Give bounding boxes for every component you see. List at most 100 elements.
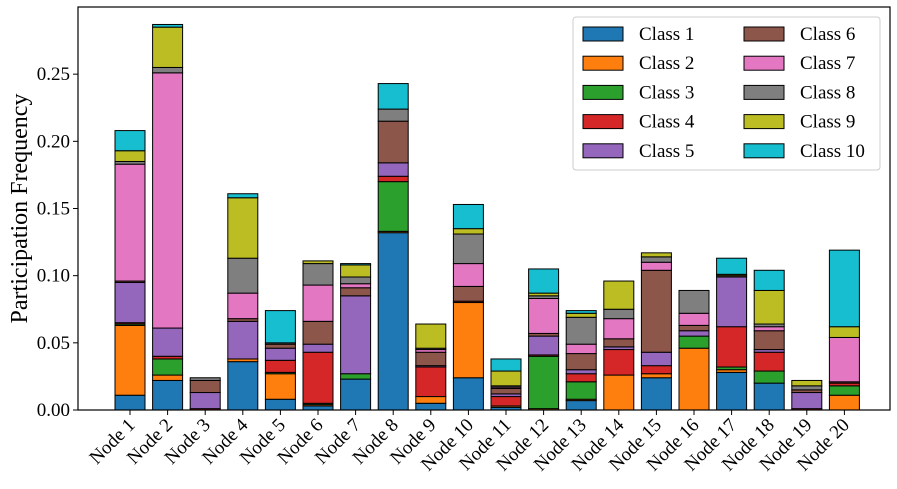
legend-label: Class 1 <box>639 24 694 45</box>
bar-segment <box>716 371 748 411</box>
bar-stack <box>828 249 860 411</box>
legend-label: Class 2 <box>639 53 694 74</box>
bar-segment <box>415 396 447 404</box>
bar-segment <box>753 269 785 291</box>
legend-label: Class 5 <box>639 141 694 162</box>
bar-segment <box>377 175 409 183</box>
legend-item: Class 4 <box>582 112 695 133</box>
bar-segment <box>377 108 409 122</box>
legend-label: Class 10 <box>800 141 865 162</box>
bar-segment <box>452 285 484 302</box>
y-axis-title: Participation Frequency <box>7 94 33 324</box>
bar-segment <box>189 379 221 394</box>
y-tick-label: 0.25 <box>37 64 70 85</box>
bar-segment <box>152 327 184 357</box>
bar-segment <box>640 256 672 263</box>
legend-label: Class 8 <box>800 82 855 103</box>
bar-segment <box>114 281 146 324</box>
legend-item: Class 7 <box>743 53 855 74</box>
bar-segment <box>415 366 447 398</box>
bar-segment <box>377 120 409 164</box>
bar-segment <box>340 378 372 411</box>
bar-segment <box>152 374 184 381</box>
bar-segment <box>640 377 672 411</box>
bar-segment <box>528 268 560 294</box>
bar-segment <box>340 295 372 375</box>
bar-segment <box>828 249 860 328</box>
bar-segment <box>264 359 296 373</box>
bar-segment <box>603 318 635 340</box>
bar-stack <box>152 23 184 411</box>
bar-segment <box>452 377 484 411</box>
bar-stack <box>264 310 296 411</box>
bar-segment <box>565 312 597 318</box>
bar-segment <box>340 373 372 380</box>
bar-segment <box>377 83 409 110</box>
bar-segment <box>828 394 860 411</box>
bar-segment <box>377 162 409 177</box>
bar-segment <box>640 261 672 271</box>
bar-segment <box>415 402 447 411</box>
bar-segment <box>678 335 710 349</box>
bar-segment <box>452 203 484 230</box>
bar-segment <box>264 347 296 361</box>
legend-swatch <box>582 143 624 159</box>
y-tick-label: 0.05 <box>37 333 70 354</box>
bar-segment <box>152 23 184 28</box>
legend-swatch <box>743 143 785 159</box>
bar-segment <box>603 308 635 320</box>
bar-segment <box>716 326 748 368</box>
bar-segment <box>565 400 597 411</box>
legend-label: Class 7 <box>800 53 855 74</box>
bar-segment <box>791 392 823 410</box>
bar-segment <box>565 310 597 314</box>
bar-segment <box>152 26 184 68</box>
bar-segment <box>264 343 296 349</box>
bar-segment <box>189 377 221 381</box>
bar-segment <box>753 370 785 384</box>
bar-segment <box>152 379 184 411</box>
bar-segment <box>340 263 372 266</box>
bar-segment <box>565 373 597 383</box>
bar-stack <box>716 257 748 411</box>
legend-swatch <box>743 55 785 71</box>
bar-segment <box>603 338 635 348</box>
bar-segment <box>114 324 146 396</box>
bar-segment <box>452 233 484 265</box>
bar-stack <box>528 268 560 411</box>
legend-label: Class 3 <box>639 82 694 103</box>
bar-segment <box>678 324 710 332</box>
legend-label: Class 9 <box>800 112 855 133</box>
bar-segment <box>603 374 635 411</box>
bar-stack <box>452 203 484 411</box>
bar-segment <box>753 330 785 351</box>
bar-segment <box>152 72 184 329</box>
bar-segment <box>753 326 785 332</box>
bar-segment <box>452 302 484 379</box>
bar-segment <box>828 385 860 396</box>
bar-segment <box>227 320 259 360</box>
legend-item: Class 9 <box>743 112 855 133</box>
legend-swatch <box>743 84 785 100</box>
bar-segment <box>565 316 597 345</box>
bar-segment <box>189 392 221 410</box>
legend-item: Class 5 <box>582 141 694 162</box>
legend-swatch <box>582 84 624 100</box>
y-tick-label: 0.00 <box>37 400 70 421</box>
bar-segment <box>791 385 823 391</box>
bar-segment <box>678 312 710 326</box>
bar-segment <box>678 347 710 411</box>
bar-segment <box>490 396 522 407</box>
bar-segment <box>340 283 372 289</box>
bar-segment <box>528 355 560 410</box>
bar-stack <box>340 263 372 411</box>
bar-segment <box>302 284 334 322</box>
bar-segment <box>114 163 146 282</box>
bar-segment <box>114 394 146 411</box>
bar-segment <box>640 252 672 258</box>
bar-segment <box>302 351 334 404</box>
legend: Class 1 Class 2 Class 3 Class 4 Class 5 Class… <box>572 16 881 171</box>
bar-segment <box>753 289 785 325</box>
bar-segment <box>753 351 785 372</box>
y-axis: 0.00 0.05 0.10 0.15 0.20 0.25 <box>37 64 78 421</box>
